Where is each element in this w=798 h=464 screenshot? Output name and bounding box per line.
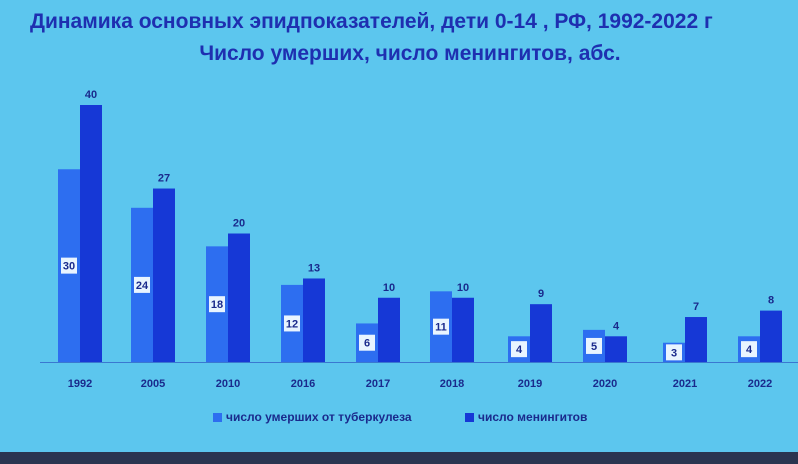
data-label-box-deaths-1992 <box>61 257 77 274</box>
x-tick-label-2018: 2018 <box>440 378 464 390</box>
bar-meningitis-2019 <box>530 304 552 362</box>
x-tick-label-2017: 2017 <box>366 378 390 390</box>
data-label-deaths-2017: 6 <box>364 338 370 350</box>
x-tick-label-2010: 2010 <box>216 378 240 390</box>
data-label-deaths-2019: 4 <box>516 344 523 356</box>
legend-swatch-deaths <box>213 412 222 422</box>
data-label-deaths-2018: 11 <box>435 322 447 334</box>
bar-meningitis-2020 <box>605 336 627 362</box>
legend-item-deaths: число умерших от туберкулеза <box>213 410 412 424</box>
data-label-deaths-2022: 4 <box>746 344 753 356</box>
data-label-meningitis-2016: 13 <box>308 262 320 274</box>
data-label-meningitis-1992: 40 <box>85 89 97 101</box>
data-label-deaths-1992: 30 <box>63 261 75 273</box>
x-tick-label-1992: 1992 <box>68 378 92 390</box>
chart-title: Динамика основных эпидпоказателей, дети … <box>30 10 713 33</box>
legend-swatch-meningitis <box>465 412 474 422</box>
legend-item-meningitis: число менингитов <box>465 410 587 424</box>
x-tick-label-2022: 2022 <box>748 378 772 390</box>
legend-label-meningitis: число менингитов <box>478 410 588 424</box>
bar-meningitis-2005 <box>153 188 175 362</box>
bar-meningitis-2021 <box>685 317 707 362</box>
bar-meningitis-2010 <box>228 233 250 362</box>
data-label-deaths-2016: 12 <box>286 318 298 330</box>
data-label-deaths-2010: 18 <box>211 299 223 311</box>
data-label-meningitis-2021: 7 <box>693 301 699 313</box>
data-label-meningitis-2005: 27 <box>158 173 170 185</box>
data-label-box-deaths-2016 <box>284 315 300 332</box>
legend-label-deaths: число умерших от туберкулеза <box>226 410 412 424</box>
data-label-box-deaths-2022 <box>741 341 757 358</box>
data-label-box-deaths-2005 <box>134 276 150 293</box>
screen-edge <box>0 452 798 464</box>
data-label-meningitis-2020: 4 <box>613 320 620 332</box>
x-tick-label-2019: 2019 <box>518 378 542 390</box>
data-label-meningitis-2018: 10 <box>457 282 469 294</box>
data-label-meningitis-2010: 20 <box>233 218 245 230</box>
data-label-box-deaths-2010 <box>209 296 225 313</box>
bar-meningitis-2022 <box>760 310 782 362</box>
chart-subtitle: Число умерших, число менингитов, абс. <box>199 42 621 65</box>
data-label-box-deaths-2017 <box>359 334 375 351</box>
data-label-meningitis-2022: 8 <box>768 295 774 307</box>
bar-meningitis-2018 <box>452 297 474 362</box>
data-label-box-deaths-2020 <box>586 337 602 354</box>
data-label-deaths-2021: 3 <box>671 347 677 359</box>
bar-meningitis-2017 <box>378 297 400 362</box>
x-tick-label-2016: 2016 <box>291 378 315 390</box>
bar-meningitis-2016 <box>303 278 325 362</box>
x-tick-label-2020: 2020 <box>593 378 617 390</box>
x-tick-label-2021: 2021 <box>673 378 697 390</box>
data-label-box-deaths-2018 <box>433 318 449 335</box>
data-label-meningitis-2019: 9 <box>538 288 544 300</box>
bar-meningitis-1992 <box>80 105 102 362</box>
data-label-meningitis-2017: 10 <box>383 282 395 294</box>
data-label-box-deaths-2021 <box>666 344 682 361</box>
data-label-deaths-2005: 24 <box>136 280 149 292</box>
data-label-deaths-2020: 5 <box>591 341 597 353</box>
data-label-box-deaths-2019 <box>511 341 527 358</box>
x-tick-label-2005: 2005 <box>141 378 165 390</box>
